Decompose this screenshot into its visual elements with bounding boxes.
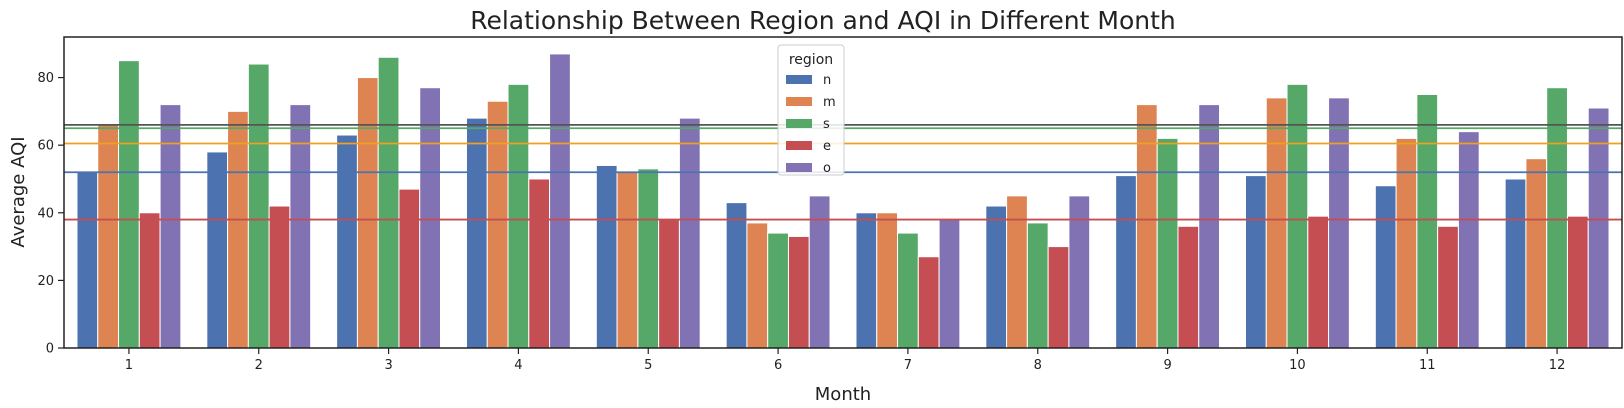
bar-month-8-region-n — [985, 205, 1008, 349]
bar-month-6-region-e — [787, 235, 810, 349]
bar-month-5-region-e — [658, 219, 680, 349]
y-tick-label: 40 — [37, 206, 54, 221]
bar-month-7-region-n — [855, 212, 878, 349]
bar-month-6-region-s — [767, 232, 789, 349]
x-tick-label: 11 — [1419, 358, 1436, 373]
x-tick-label: 2 — [255, 358, 263, 373]
x-tick-label: 7 — [904, 358, 912, 373]
bar-month-1-region-s — [118, 60, 140, 349]
bar-month-8-region-s — [1026, 222, 1049, 349]
bar-month-3-region-s — [377, 56, 400, 349]
bar-month-5-region-m — [616, 171, 639, 349]
y-axis-label: Average AQI — [8, 136, 29, 247]
bar-month-12-region-s — [1546, 87, 1568, 349]
legend-label-n: n — [823, 73, 831, 88]
x-tick-label: 1 — [125, 358, 133, 373]
bar-month-2-region-s — [247, 63, 270, 349]
bar-month-6-region-n — [725, 202, 748, 349]
bar-month-10-region-o — [1328, 97, 1350, 349]
y-tick-label: 20 — [37, 274, 54, 289]
legend-label-e: e — [823, 139, 831, 154]
bar-month-5-region-n — [595, 164, 618, 349]
x-axis-ticks: 1 2 3 4 5 6 7 8 9 10 11 12 — [125, 348, 1566, 373]
bar-month-7-region-e — [917, 256, 940, 349]
legend-title: region — [789, 52, 833, 68]
bar-month-11-region-n — [1374, 185, 1397, 349]
bar-month-8-region-e — [1047, 246, 1070, 349]
bar-month-12-region-e — [1566, 215, 1589, 349]
bar-month-1-region-o — [159, 104, 182, 349]
chart-title: Relationship Between Region and AQI in D… — [470, 6, 1176, 35]
bar-month-11-region-e — [1437, 225, 1459, 349]
y-tick-label: 60 — [37, 139, 54, 154]
bar-month-11-region-o — [1457, 131, 1480, 349]
bar-month-10-region-n — [1244, 175, 1267, 349]
bar-month-1-region-e — [138, 212, 161, 349]
x-tick-label: 6 — [774, 358, 782, 373]
bar-month-6-region-m — [746, 222, 769, 349]
x-tick-label: 5 — [644, 358, 652, 373]
x-tick-label: 4 — [514, 358, 522, 373]
x-tick-label: 3 — [384, 358, 392, 373]
x-tick-label: 10 — [1289, 358, 1306, 373]
bar-month-3-region-e — [398, 188, 421, 349]
bar-month-3-region-o — [419, 87, 442, 349]
bar-month-12-region-m — [1525, 158, 1548, 349]
bar-month-7-region-o — [938, 219, 961, 349]
bar-month-2-region-o — [289, 104, 312, 349]
bar-month-9-region-o — [1198, 104, 1221, 349]
bar-month-4-region-e — [528, 178, 551, 349]
legend-label-s: s — [823, 117, 830, 132]
bar-month-1-region-m — [97, 124, 120, 349]
bar-month-7-region-s — [897, 232, 919, 349]
bar-month-10-region-e — [1307, 215, 1330, 349]
legend-swatch-e — [786, 141, 812, 150]
legend-swatch-s — [786, 119, 812, 128]
bar-month-12-region-n — [1504, 178, 1527, 349]
bar-month-10-region-s — [1286, 83, 1309, 349]
bar-month-9-region-e — [1177, 225, 1200, 349]
legend-swatch-m — [786, 97, 812, 106]
y-axis-ticks: 0 20 40 60 80 — [37, 71, 64, 357]
bar-month-4-region-o — [549, 53, 571, 349]
x-tick-label: 8 — [1034, 358, 1042, 373]
bar-month-5-region-s — [637, 168, 660, 349]
bar-month-3-region-n — [336, 134, 358, 349]
bar-month-5-region-o — [678, 117, 701, 349]
bar-month-2-region-e — [268, 205, 291, 349]
bar-month-9-region-m — [1135, 104, 1158, 349]
bar-month-2-region-m — [227, 110, 249, 349]
bar-month-11-region-m — [1395, 137, 1418, 349]
y-tick-label: 80 — [37, 71, 54, 86]
bar-month-4-region-m — [486, 100, 509, 349]
legend-label-m: m — [823, 95, 836, 110]
x-tick-label: 12 — [1549, 358, 1566, 373]
x-tick-label: 9 — [1163, 358, 1171, 373]
bar-month-3-region-m — [356, 77, 379, 349]
bar-month-10-region-m — [1265, 97, 1288, 349]
bar-month-9-region-n — [1115, 175, 1137, 349]
legend-label-o: o — [823, 161, 831, 176]
legend-swatch-o — [786, 163, 812, 172]
legend-swatch-n — [786, 75, 812, 84]
bar-month-7-region-m — [876, 212, 899, 349]
bar-month-2-region-n — [206, 151, 229, 349]
x-axis-label: Month — [815, 384, 871, 405]
bar-month-9-region-s — [1156, 137, 1179, 349]
plot-frame — [63, 36, 1623, 349]
bar-month-1-region-n — [76, 171, 99, 349]
y-tick-label: 0 — [46, 342, 54, 357]
bar-month-11-region-s — [1416, 93, 1439, 349]
bar-month-4-region-s — [507, 83, 530, 349]
bar-month-4-region-n — [465, 117, 488, 349]
